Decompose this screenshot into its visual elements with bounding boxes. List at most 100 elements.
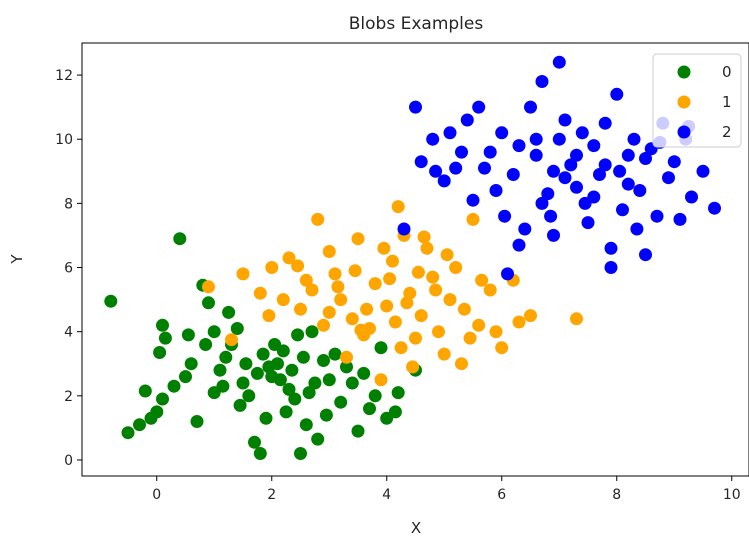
point-series-2 [598,158,612,172]
point-series-2 [437,174,451,188]
x-tick-label: 6 [497,487,506,503]
point-series-0 [291,328,305,342]
point-series-2 [558,171,572,185]
point-series-1 [524,309,537,323]
point-series-2 [498,209,512,223]
point-series-0 [202,296,215,310]
point-series-2 [535,75,549,88]
point-series-1 [449,261,463,274]
point-series-1 [348,264,362,278]
plot-frame [81,42,749,477]
point-series-2 [483,145,497,159]
point-series-1 [432,325,445,339]
point-series-0 [153,346,167,359]
point-series-0 [308,376,322,390]
point-series-1 [351,232,365,246]
point-series-1 [426,270,440,284]
point-series-1 [400,296,414,310]
point-series-2 [578,196,592,210]
point-series-0 [322,373,336,387]
x-tick-label: 10 [723,487,741,503]
point-series-0 [334,395,348,409]
point-series-2 [604,241,618,255]
y-axis-label: Y [8,254,26,265]
point-series-2 [610,87,624,101]
point-series-2 [455,145,468,159]
point-series-0 [233,398,247,412]
point-series-2 [544,209,558,223]
point-series-1 [414,309,428,323]
point-series-0 [179,370,192,384]
legend-marker-0 [677,65,691,79]
point-series-1 [334,293,348,307]
point-series-2 [443,126,457,140]
point-series-2 [639,248,652,262]
point-series-2 [524,100,537,114]
point-series-0 [158,331,172,345]
y-tick-label: 2 [64,389,73,405]
point-series-2 [397,222,411,236]
point-series-0 [374,341,388,355]
point-series-1 [225,333,238,347]
x-axis-label: X [411,519,421,537]
point-series-0 [296,350,310,364]
x-axis-ticks: 0 2 4 6 8 10 [152,476,741,503]
point-series-2 [535,196,549,210]
point-series-0 [302,386,316,400]
point-series-2 [621,177,635,191]
point-series-1 [202,280,215,294]
point-series-1 [282,251,296,265]
point-series-1 [483,283,497,297]
point-series-2 [558,113,572,127]
point-series-2 [616,203,629,217]
point-series-0 [253,447,267,460]
point-series-0 [273,373,287,387]
point-series-0 [239,357,253,371]
legend-box [652,53,742,148]
point-series-1 [380,299,394,313]
y-tick-label: 0 [64,453,73,469]
point-series-0 [181,328,195,342]
point-series-0 [190,415,204,428]
point-series-2 [581,216,595,230]
point-series-0 [104,294,118,308]
point-series-1 [377,241,391,255]
point-series-0 [199,338,213,351]
point-series-2 [501,267,514,281]
point-series-0 [340,360,353,374]
legend-label-1: 1 [722,93,732,111]
point-series-2 [414,155,428,169]
point-series-0 [294,447,307,460]
point-series-0 [207,325,221,339]
data-points [104,55,721,460]
point-series-2 [466,193,480,207]
point-series-0 [345,376,359,390]
point-series-2 [598,116,612,130]
point-series-2 [547,164,560,178]
point-series-2 [552,132,566,146]
point-series-2 [673,212,687,226]
point-series-2 [429,164,443,178]
point-series-2 [630,222,644,236]
point-series-2 [621,148,635,162]
point-series-1 [429,283,443,297]
point-series-0 [184,357,198,371]
point-series-1 [391,200,405,214]
point-series-2 [570,180,583,194]
point-series-1 [388,315,402,329]
point-series-0 [259,411,273,425]
point-series-2 [587,139,601,153]
point-series-2 [552,55,566,69]
point-series-2 [593,168,606,181]
point-series-0 [121,426,135,440]
point-series-0 [242,389,256,403]
point-series-1 [340,350,353,364]
point-series-0 [250,366,264,380]
point-series-2 [472,100,486,114]
chart-title: Blobs Examples [349,14,484,34]
point-series-0 [317,354,330,367]
point-series-1 [317,318,330,332]
point-series-0 [285,363,299,377]
y-tick-label: 12 [55,68,73,84]
legend-marker-1 [677,95,691,109]
